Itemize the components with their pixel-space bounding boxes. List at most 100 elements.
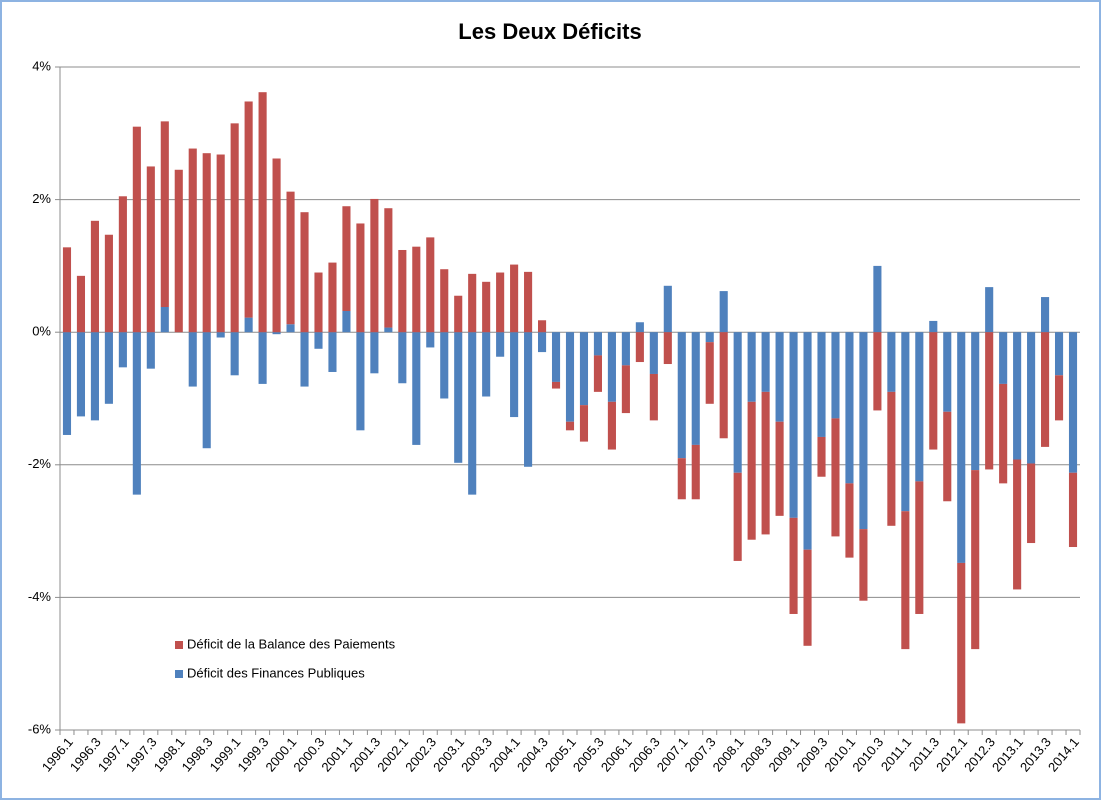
bar xyxy=(859,529,868,601)
bar xyxy=(384,208,393,328)
bar xyxy=(943,332,952,412)
bar xyxy=(775,332,784,422)
bar xyxy=(496,272,505,333)
bar xyxy=(454,295,463,333)
bar xyxy=(468,332,477,495)
bar xyxy=(1068,332,1078,473)
bar xyxy=(258,92,267,333)
bar xyxy=(90,220,99,333)
bar xyxy=(510,264,519,333)
bar xyxy=(412,246,421,333)
bar xyxy=(677,458,686,500)
y-tick-label: -2% xyxy=(28,456,52,471)
bar xyxy=(817,332,826,437)
bar xyxy=(146,166,155,333)
bar xyxy=(999,383,1008,484)
bar xyxy=(1013,332,1022,460)
bar xyxy=(1041,297,1050,333)
bar xyxy=(426,237,435,333)
bar xyxy=(230,123,239,333)
bar xyxy=(929,332,938,450)
bar xyxy=(579,332,589,406)
bar xyxy=(1041,332,1050,447)
bar xyxy=(803,332,812,550)
bar xyxy=(356,332,365,431)
bar xyxy=(482,281,491,333)
bar xyxy=(132,126,141,333)
bar xyxy=(272,332,281,335)
bar xyxy=(775,421,784,516)
bar xyxy=(90,332,99,421)
bar xyxy=(803,549,812,646)
bar xyxy=(1054,375,1064,421)
bar xyxy=(370,198,379,333)
bar xyxy=(957,562,966,724)
bar xyxy=(859,332,868,530)
bar xyxy=(230,332,239,376)
bar xyxy=(328,262,337,333)
bar xyxy=(649,373,658,421)
bar xyxy=(593,332,602,356)
bar xyxy=(705,332,714,343)
bar xyxy=(524,332,533,467)
bar xyxy=(62,247,72,333)
bar xyxy=(733,332,742,473)
bar xyxy=(482,332,491,397)
bar xyxy=(328,332,337,372)
bar xyxy=(370,332,379,374)
bar xyxy=(524,271,533,333)
bar xyxy=(118,196,127,333)
bar xyxy=(314,272,323,333)
bar xyxy=(426,332,435,348)
bar xyxy=(398,249,407,333)
bar xyxy=(761,332,770,392)
bar xyxy=(579,405,589,442)
bar xyxy=(565,332,575,422)
bar xyxy=(468,273,477,333)
bar xyxy=(440,332,449,399)
bar xyxy=(663,285,672,333)
bar xyxy=(873,332,882,411)
bar xyxy=(621,365,630,414)
bar xyxy=(747,401,756,540)
bar xyxy=(538,320,547,333)
y-tick-label: 0% xyxy=(32,324,51,339)
bar xyxy=(216,154,225,333)
bar xyxy=(747,332,756,402)
bar xyxy=(412,332,421,445)
bar xyxy=(160,121,169,308)
bar xyxy=(957,332,966,563)
bar xyxy=(314,332,323,349)
bar xyxy=(663,332,672,365)
bar xyxy=(845,332,854,484)
bar xyxy=(104,332,113,404)
bar xyxy=(719,332,728,439)
bar xyxy=(342,206,351,311)
bar xyxy=(915,481,924,614)
bar xyxy=(593,355,602,392)
bar xyxy=(691,444,700,500)
bar xyxy=(538,332,547,353)
bar xyxy=(649,332,658,374)
bar xyxy=(496,332,505,357)
bar xyxy=(551,332,561,382)
bar xyxy=(440,269,449,333)
bar xyxy=(286,324,295,333)
bar xyxy=(635,332,644,363)
bar xyxy=(160,307,169,333)
bar xyxy=(384,327,393,333)
bar xyxy=(971,332,980,471)
bar xyxy=(398,332,407,384)
legend-swatch xyxy=(175,670,183,678)
bar xyxy=(244,101,253,318)
chart-title: Les Deux Déficits xyxy=(458,19,641,44)
bar xyxy=(300,332,309,387)
bar xyxy=(565,421,575,431)
bar xyxy=(915,332,924,482)
bar xyxy=(1054,332,1064,376)
bar xyxy=(342,310,351,333)
bar xyxy=(901,332,910,512)
bar xyxy=(551,381,561,389)
bar xyxy=(607,401,616,450)
